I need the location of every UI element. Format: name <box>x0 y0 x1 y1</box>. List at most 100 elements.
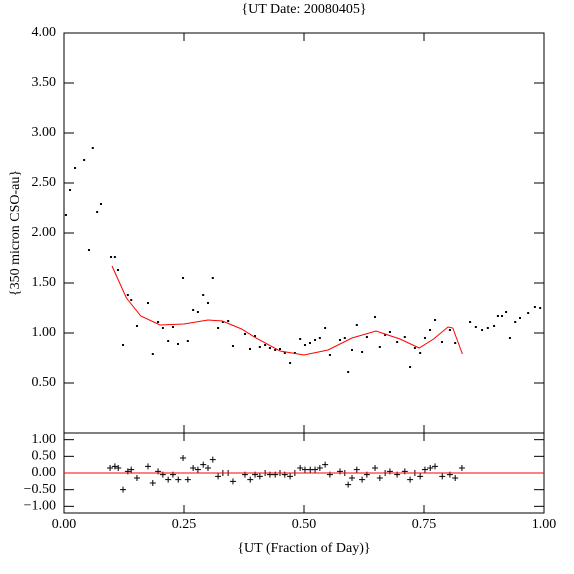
data-point <box>469 321 472 323</box>
y-tick-label: 1.00 <box>32 432 57 447</box>
data-point <box>508 337 511 339</box>
data-point <box>289 362 292 364</box>
residual-point <box>229 478 236 485</box>
x-tick-label: 0.75 <box>412 517 437 532</box>
data-point <box>434 319 437 321</box>
data-point <box>318 337 321 339</box>
data-point <box>374 316 377 318</box>
data-point <box>221 321 224 323</box>
data-point <box>396 341 399 343</box>
data-point <box>309 342 311 344</box>
chart-title: {UT Date: 20080405} <box>241 2 366 17</box>
data-point <box>130 299 133 301</box>
residual-point <box>215 473 222 480</box>
data-point <box>161 327 164 329</box>
data-point <box>279 348 281 350</box>
residual-point <box>439 473 446 480</box>
residual-point <box>128 466 135 473</box>
data-point <box>527 312 530 314</box>
residual-point <box>194 466 201 473</box>
residual-point <box>120 486 127 493</box>
data-point <box>117 269 119 271</box>
data-point <box>207 302 209 304</box>
data-point <box>113 256 116 258</box>
data-point <box>474 326 477 328</box>
data-point <box>361 351 364 353</box>
data-point <box>409 366 412 368</box>
residual-point <box>316 465 323 471</box>
data-point <box>196 311 199 313</box>
data-point <box>122 344 125 346</box>
data-point <box>533 306 536 308</box>
y-tick-label: 3.00 <box>32 125 57 140</box>
residual-point <box>190 465 197 471</box>
data-point <box>423 337 426 339</box>
residual-point <box>349 475 355 481</box>
y-tick-label: −0.50 <box>24 482 56 497</box>
data-point <box>192 309 195 311</box>
data-point <box>268 347 271 349</box>
data-point <box>186 340 189 342</box>
residual-point <box>421 466 428 473</box>
data-point <box>83 159 86 161</box>
data-point <box>539 307 542 309</box>
data-point <box>157 321 160 323</box>
y-tick-label: −1.00 <box>24 499 56 514</box>
data-point <box>227 320 230 322</box>
data-point <box>419 352 422 354</box>
data-point <box>493 325 496 327</box>
data-point <box>211 277 214 279</box>
data-point <box>249 348 251 350</box>
y-tick-label: 0.50 <box>32 375 57 390</box>
data-point <box>243 333 246 335</box>
residual-point <box>353 466 360 473</box>
x-tick-label: 0.25 <box>172 517 197 532</box>
residual-point <box>417 473 424 480</box>
data-point <box>110 256 113 258</box>
residual-point <box>149 480 156 486</box>
data-point <box>202 294 205 296</box>
data-point <box>351 349 353 351</box>
residual-point <box>432 463 439 470</box>
y-tick-label: 0.00 <box>32 465 57 480</box>
data-point <box>378 346 381 348</box>
residual-point <box>184 476 191 483</box>
residual-point <box>175 476 182 483</box>
data-point <box>429 329 431 331</box>
residual-point <box>376 475 383 481</box>
data-point <box>182 277 185 279</box>
residual-point <box>372 465 379 471</box>
data-point <box>91 147 94 149</box>
data-point <box>96 211 99 213</box>
data-point <box>505 311 508 313</box>
data-point <box>343 337 346 339</box>
data-point <box>324 327 327 329</box>
residual-point <box>115 465 122 471</box>
data-point <box>441 341 443 343</box>
residual-point <box>111 463 118 470</box>
data-point <box>454 342 457 344</box>
residual-point <box>322 461 329 468</box>
y-tick-label: 1.50 <box>32 275 57 290</box>
data-point <box>177 343 179 345</box>
y-tick-label: 2.00 <box>32 225 57 240</box>
data-point <box>413 347 416 349</box>
y-axis-label: {350 micron CSO-au} <box>8 170 23 296</box>
data-point <box>231 345 234 347</box>
data-point <box>501 315 503 317</box>
y-tick-label: 3.50 <box>32 75 57 90</box>
residual-point <box>287 473 294 480</box>
residual-point <box>133 475 140 481</box>
data-point <box>303 344 306 346</box>
data-point <box>355 324 358 326</box>
data-point <box>99 203 102 205</box>
data-point <box>403 336 406 338</box>
data-point <box>64 214 67 216</box>
data-point <box>254 335 257 337</box>
residual-point <box>205 465 211 471</box>
data-point <box>514 321 517 323</box>
residual-point <box>345 481 352 488</box>
data-point <box>481 329 484 331</box>
data-point <box>74 167 77 169</box>
